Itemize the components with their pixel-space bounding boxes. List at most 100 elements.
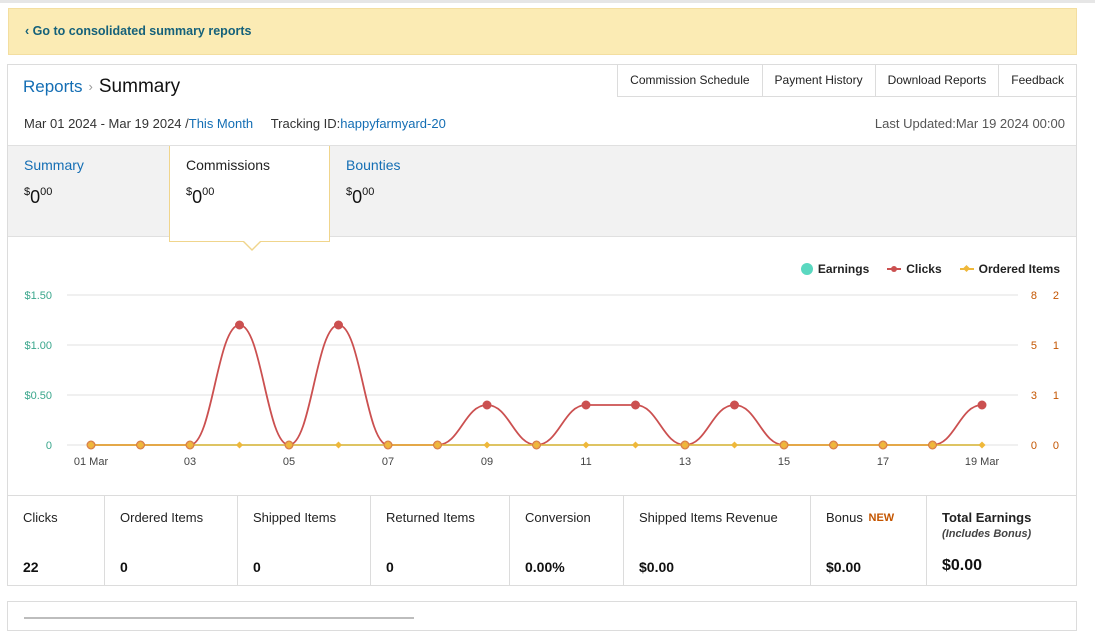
x-axis-tick: 03 bbox=[184, 456, 196, 468]
stat-label: Conversion bbox=[525, 510, 591, 525]
stat-value: 0 bbox=[253, 559, 261, 575]
ordered-items-point bbox=[483, 441, 491, 449]
ordered-items-point bbox=[681, 441, 689, 449]
x-axis-tick: 01 Mar bbox=[74, 456, 109, 468]
chart-legend: Earnings Clicks Ordered Items bbox=[800, 262, 1060, 276]
summary-tab-amount: $000 bbox=[24, 186, 53, 207]
summary-tab-label: Summary bbox=[24, 157, 84, 173]
next-card bbox=[7, 601, 1077, 631]
breadcrumb: Reports › Summary bbox=[23, 76, 180, 98]
clicks-point bbox=[977, 400, 987, 410]
tab-feedback[interactable]: Feedback bbox=[998, 65, 1076, 97]
items-axis-tick: 0 bbox=[1053, 440, 1059, 452]
summary-tabs-band: Summary $000 Commissions $000 Bounties $… bbox=[8, 145, 1076, 251]
x-axis-tick: 13 bbox=[679, 456, 691, 468]
stat-label: Clicks bbox=[23, 510, 58, 525]
ordered-items-point bbox=[285, 441, 293, 449]
stat-label: Bonus NEW bbox=[826, 510, 895, 525]
bounties-tab-amount: $000 bbox=[346, 186, 375, 207]
ordered-items-point bbox=[87, 441, 95, 449]
period-selector-link[interactable]: This Month bbox=[188, 116, 254, 131]
earnings-legend-icon bbox=[800, 263, 813, 275]
left-axis-tick: $1.00 bbox=[24, 340, 52, 352]
stats-bar: Clicks 22 Ordered Items 0 Shipped Items … bbox=[8, 495, 1076, 586]
clicks-legend-icon bbox=[887, 264, 902, 274]
consolidated-reports-link[interactable]: ‹ Go to consolidated summary reports bbox=[25, 24, 252, 38]
summary-tab[interactable]: Summary $000 bbox=[8, 146, 168, 236]
tab-commission-schedule[interactable]: Commission Schedule bbox=[617, 65, 762, 97]
clicks-axis-tick: 5 bbox=[1031, 340, 1037, 352]
stat-label: Returned Items bbox=[386, 510, 475, 525]
stat-value: 22 bbox=[23, 559, 39, 575]
consolidated-reports-banner: ‹ Go to consolidated summary reports bbox=[8, 8, 1077, 55]
legend-clicks[interactable]: Clicks bbox=[887, 262, 942, 276]
legend-ordered-items[interactable]: Ordered Items bbox=[959, 262, 1060, 276]
bounties-tab[interactable]: Bounties $000 bbox=[330, 146, 490, 236]
stat-clicks: Clicks 22 bbox=[8, 496, 105, 586]
new-badge: NEW bbox=[868, 512, 895, 524]
ordered-items-point bbox=[829, 441, 838, 449]
ordered-items-point bbox=[433, 441, 442, 449]
clicks-point bbox=[235, 320, 244, 330]
stat-value: $0.00 bbox=[942, 557, 983, 574]
clicks-point bbox=[631, 400, 640, 410]
commissions-tab[interactable]: Commissions $000 bbox=[169, 146, 330, 251]
stat-value: 0.00% bbox=[525, 559, 565, 575]
tab-download-reports[interactable]: Download Reports bbox=[874, 65, 999, 97]
performance-chart: $1.50 8 2 $1.00 5 1 $0.50 3 1 0 0 0 01 Mar 03 05 07 09 11… bbox=[24, 290, 1059, 468]
ordered-items-point bbox=[582, 441, 590, 449]
ordered-items-point bbox=[186, 441, 194, 449]
stat-label: Shipped Items bbox=[253, 510, 337, 525]
items-axis-tick: 1 bbox=[1053, 390, 1059, 402]
x-axis-tick: 11 bbox=[580, 456, 591, 468]
stat-shipped-items: Shipped Items 0 bbox=[238, 496, 371, 586]
x-axis-tick: 17 bbox=[877, 456, 889, 468]
ordered-items-point bbox=[384, 441, 392, 449]
clicks-point bbox=[730, 400, 739, 410]
clicks-axis-tick: 8 bbox=[1031, 290, 1037, 302]
stat-ordered-items: Ordered Items 0 bbox=[105, 496, 238, 586]
stat-value: 0 bbox=[386, 559, 394, 575]
ordered-items-point bbox=[235, 441, 244, 449]
date-range-row: Mar 01 2024 - Mar 19 2024 /This Month Tr… bbox=[24, 116, 446, 131]
stat-value: 0 bbox=[120, 559, 128, 575]
ordered-items-point bbox=[780, 441, 788, 449]
x-axis-tick: 15 bbox=[778, 456, 790, 468]
items-axis-tick: 1 bbox=[1053, 340, 1059, 352]
stat-sublabel: (Includes Bonus) bbox=[942, 528, 1032, 540]
stat-conversion: Conversion 0.00% bbox=[510, 496, 624, 586]
next-card-placeholder-bar bbox=[24, 617, 414, 619]
clicks-series-line bbox=[90, 324, 983, 446]
clicks-point bbox=[581, 400, 591, 410]
stat-total-earnings: Total Earnings (Includes Bonus) $0.00 bbox=[927, 496, 1076, 586]
date-range-text: Mar 01 2024 - Mar 19 2024 / bbox=[24, 116, 189, 131]
left-axis-tick: $1.50 bbox=[24, 290, 52, 302]
ordered-items-point bbox=[730, 441, 739, 449]
x-axis-tick: 05 bbox=[283, 456, 295, 468]
tracking-id-label: Tracking ID: bbox=[270, 116, 341, 131]
x-axis-tick: 19 Mar bbox=[965, 456, 1000, 468]
tracking-id-selector[interactable]: happyfarmyard-20 bbox=[340, 116, 446, 131]
commissions-tab-label: Commissions bbox=[186, 157, 271, 173]
x-axis-tick: 09 bbox=[481, 456, 493, 468]
breadcrumb-reports-link[interactable]: Reports bbox=[23, 77, 83, 96]
ordered-items-point bbox=[136, 441, 145, 449]
tab-payment-history[interactable]: Payment History bbox=[761, 65, 875, 97]
ordered-items-point bbox=[879, 441, 887, 449]
left-axis-tick: 0 bbox=[46, 440, 52, 452]
left-axis-tick: $0.50 bbox=[24, 390, 52, 402]
stat-shipped-items-revenue: Shipped Items Revenue $0.00 bbox=[624, 496, 811, 586]
stat-label: Shipped Items Revenue bbox=[639, 510, 778, 525]
clicks-axis-tick: 3 bbox=[1031, 390, 1037, 402]
commissions-tab-amount: $000 bbox=[186, 186, 215, 207]
ordered-items-point bbox=[928, 441, 937, 449]
breadcrumb-separator-icon: › bbox=[88, 79, 93, 94]
ordered-items-point bbox=[631, 441, 640, 449]
ordered-items-point bbox=[334, 441, 343, 449]
items-axis-tick: 2 bbox=[1053, 290, 1059, 302]
clicks-point bbox=[334, 320, 343, 330]
page-title: Summary bbox=[98, 76, 181, 97]
ordered-items-point bbox=[532, 441, 541, 449]
stat-bonus: Bonus NEW $0.00 bbox=[811, 496, 927, 586]
legend-earnings[interactable]: Earnings bbox=[800, 262, 869, 276]
